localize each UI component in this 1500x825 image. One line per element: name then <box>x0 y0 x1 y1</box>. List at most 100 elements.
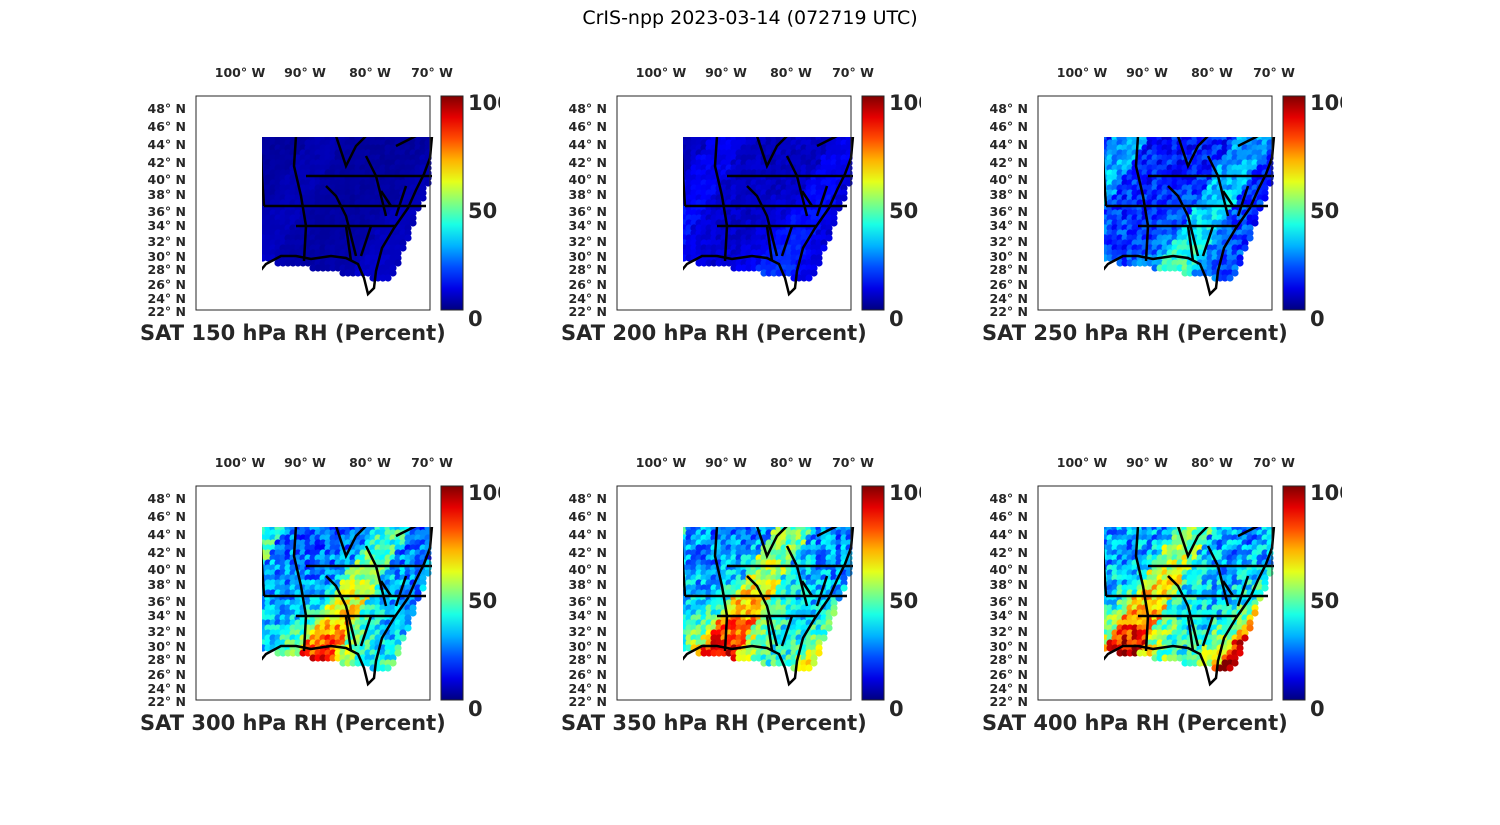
rh-point <box>269 244 277 252</box>
rh-point <box>805 484 812 491</box>
rh-point <box>1156 189 1164 197</box>
rh-point <box>1186 184 1194 192</box>
rh-point <box>1111 179 1119 187</box>
rh-point <box>369 654 377 662</box>
rh-point <box>279 169 287 177</box>
rh-point <box>1181 114 1188 121</box>
rh-point <box>264 254 272 262</box>
rh-point <box>765 489 772 496</box>
rh-point <box>304 164 312 172</box>
rh-point <box>715 104 722 111</box>
rh-point <box>1171 214 1179 222</box>
rh-point <box>1156 229 1164 237</box>
rh-point <box>705 144 713 152</box>
rh-point <box>274 494 281 501</box>
rh-point <box>309 534 317 542</box>
rh-point <box>670 194 677 201</box>
rh-point <box>264 574 272 582</box>
rh-point <box>740 264 748 272</box>
lon-tick-label: 70° W <box>832 65 874 80</box>
rh-point <box>705 224 713 232</box>
rh-point <box>1126 164 1134 172</box>
rh-point <box>745 124 752 131</box>
rh-point <box>805 249 813 257</box>
rh-point <box>1136 209 1144 217</box>
rh-point <box>1256 99 1263 106</box>
rh-point <box>369 649 377 657</box>
rh-point <box>279 609 287 617</box>
rh-point <box>680 99 687 106</box>
rh-point <box>1226 109 1233 116</box>
rh-point <box>675 199 682 206</box>
rh-point <box>289 189 297 197</box>
rh-point <box>284 574 292 582</box>
colorbar-tick-label: 50 <box>468 589 497 613</box>
rh-point <box>700 99 707 106</box>
rh-point <box>790 239 798 247</box>
rh-point <box>349 139 357 147</box>
rh-point <box>1206 249 1214 257</box>
rh-point <box>374 209 382 217</box>
rh-point <box>324 179 332 187</box>
rh-point <box>765 119 772 126</box>
rh-point <box>264 599 272 607</box>
rh-point <box>705 189 713 197</box>
rh-point <box>289 599 297 607</box>
rh-point <box>775 184 783 192</box>
rh-point <box>730 244 738 252</box>
rh-point <box>725 129 732 136</box>
rh-point <box>1151 114 1158 121</box>
rh-point <box>349 494 356 501</box>
rh-point <box>404 114 411 121</box>
rh-point <box>319 159 327 167</box>
rh-point <box>1176 94 1183 101</box>
rh-point <box>1126 144 1134 152</box>
rh-point <box>319 94 326 101</box>
rh-point <box>1251 99 1258 106</box>
rh-point <box>294 94 301 101</box>
rh-point <box>795 144 803 152</box>
rh-point <box>384 574 392 582</box>
rh-point <box>274 569 282 577</box>
rh-point <box>399 164 407 172</box>
rh-point <box>1116 249 1124 257</box>
rh-point <box>1191 159 1199 167</box>
rh-point <box>314 109 321 116</box>
rh-point <box>1166 194 1174 202</box>
rh-point <box>685 184 693 192</box>
rh-point <box>394 239 402 247</box>
rh-point <box>700 489 707 496</box>
rh-point <box>1201 154 1209 162</box>
rh-point <box>364 244 372 252</box>
rh-point <box>1121 224 1129 232</box>
rh-point <box>384 504 391 511</box>
rh-point <box>414 549 422 557</box>
rh-point <box>319 619 327 627</box>
rh-point <box>825 219 833 227</box>
rh-point <box>1191 104 1198 111</box>
rh-point <box>1191 264 1199 272</box>
rh-point <box>745 499 752 506</box>
rh-point <box>1131 184 1139 192</box>
rh-point <box>299 169 307 177</box>
rh-point <box>259 109 266 116</box>
border-line <box>746 185 779 257</box>
rh-point <box>705 209 713 217</box>
rh-point <box>780 494 787 501</box>
rh-point <box>364 574 372 582</box>
rh-point <box>1151 119 1158 126</box>
lat-tick-label: 28° N <box>148 262 186 277</box>
rh-point <box>770 99 777 106</box>
rh-point <box>394 149 402 157</box>
rh-point <box>339 94 346 101</box>
rh-point <box>339 509 346 516</box>
rh-point <box>264 189 272 197</box>
rh-point <box>379 549 387 557</box>
rh-point <box>254 604 261 611</box>
lat-tick-label: 38° N <box>148 577 186 592</box>
rh-point <box>830 154 838 162</box>
rh-point <box>349 569 357 577</box>
rh-point <box>730 149 738 157</box>
rh-point <box>324 209 332 217</box>
rh-point <box>800 254 808 262</box>
